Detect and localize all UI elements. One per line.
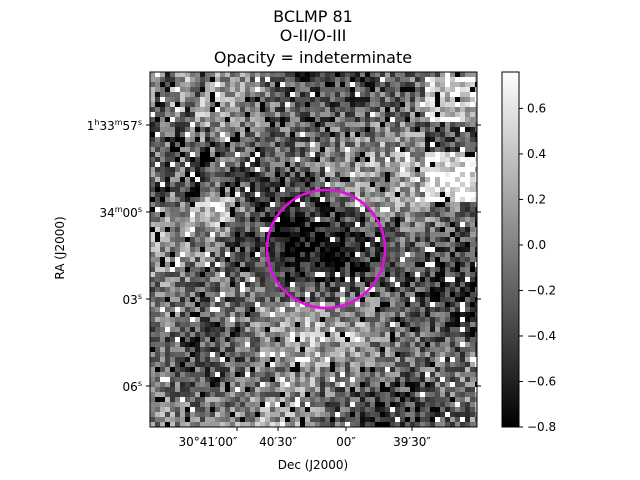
colorbar-tick-label: 0.4 bbox=[527, 147, 546, 161]
colorbar-gradient bbox=[501, 71, 520, 428]
y-tick-label: 06s bbox=[123, 379, 142, 394]
colorbar-tick-label: 0.0 bbox=[527, 238, 546, 252]
y-tick-label: 1h33m57s bbox=[87, 118, 142, 133]
colorbar-tick-label: 0.6 bbox=[527, 101, 546, 115]
x-axis: 30°41′00″ 40′30″ 00″ 39′30″ bbox=[178, 427, 431, 449]
chart-title-line-1: BCLMP 81 bbox=[273, 7, 353, 26]
chart-title-line-2: O-II/O-III bbox=[280, 26, 347, 45]
x-tick-label: 39′30″ bbox=[393, 435, 431, 449]
plot-frame bbox=[149, 71, 478, 428]
x-tick-label: 40′30″ bbox=[259, 435, 297, 449]
heatmap-image bbox=[150, 72, 477, 427]
y-axis: 1h33m57s 34m00s 03s 06s bbox=[87, 118, 481, 394]
x-tick-label: 30°41′00″ bbox=[178, 435, 238, 449]
x-tick-label: 00″ bbox=[336, 435, 356, 449]
colorbar-tick-label: −0.4 bbox=[527, 329, 556, 343]
colorbar-tick-label: −0.8 bbox=[527, 420, 556, 434]
colorbar-tick-label: −0.6 bbox=[527, 374, 556, 388]
annotation-circle bbox=[265, 188, 387, 310]
x-axis-label: Dec (J2000) bbox=[278, 458, 348, 472]
colorbar-tick-label: 0.2 bbox=[527, 192, 546, 206]
chart-title-line-3: Opacity = indeterminate bbox=[214, 48, 412, 67]
colorbar: 0.6 0.4 0.2 0.0 −0.2 −0.4 −0.6 −0.8 bbox=[501, 71, 556, 434]
y-axis-label: RA (J2000) bbox=[53, 216, 67, 279]
colorbar-tick-label: −0.2 bbox=[527, 283, 556, 297]
y-tick-label: 34m00s bbox=[99, 205, 142, 220]
y-tick-label: 03s bbox=[123, 292, 142, 307]
